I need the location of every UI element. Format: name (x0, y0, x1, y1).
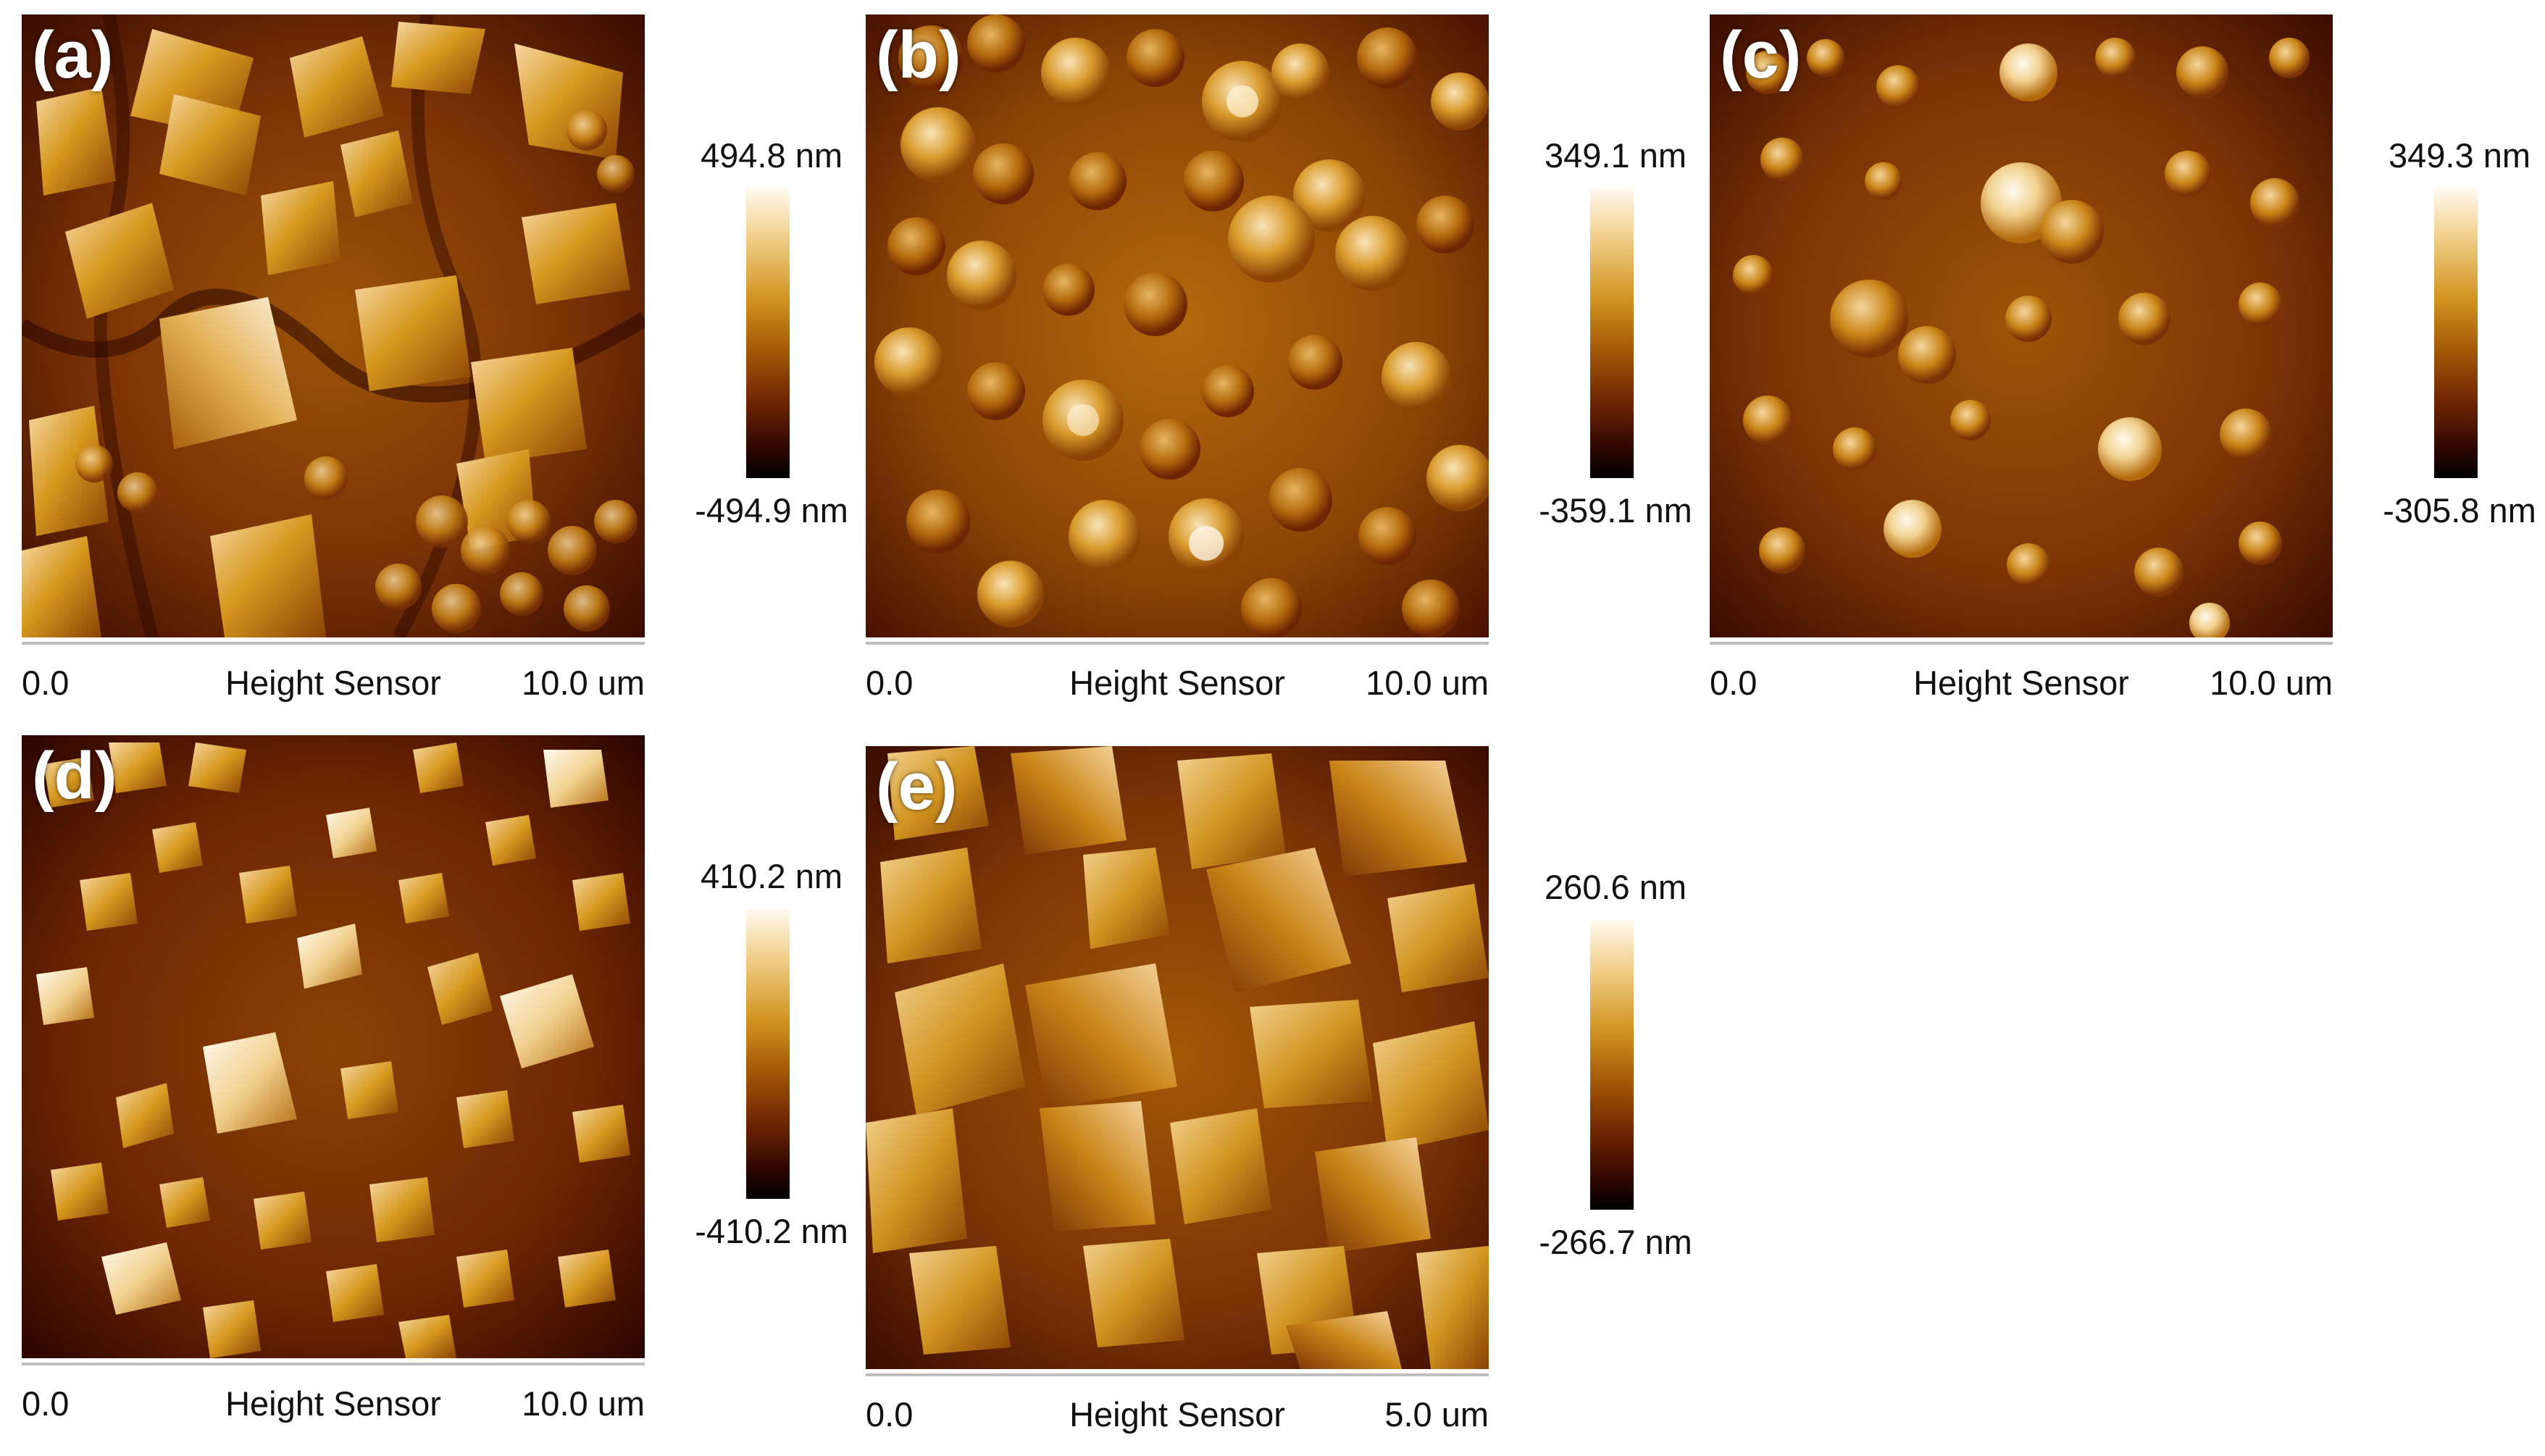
axis-end-label: 10.0 um (2210, 664, 2333, 702)
axis-end-label: 10.0 um (1366, 664, 1489, 702)
scan-axis-line (866, 642, 1489, 645)
afm-height-image-b (866, 14, 1489, 637)
axis-end-label: 10.0 um (522, 1384, 645, 1423)
axis-title: Height Sensor (225, 664, 441, 702)
height-colorbar (1590, 920, 1634, 1210)
afm-panel-c: (c) 0.0 Height Sensor 10.0 um 349.3 nm -… (1710, 14, 2545, 724)
colorbar-max-label: 349.3 nm (2389, 136, 2531, 175)
afm-surface-c (1710, 14, 2333, 637)
height-colorbar (2434, 188, 2478, 478)
scan-axis-labels: 0.0 Height Sensor 10.0 um (1710, 661, 2333, 705)
afm-surface-a (22, 14, 645, 637)
axis-title: Height Sensor (1069, 1395, 1285, 1434)
axis-start-label: 0.0 (866, 1395, 914, 1434)
axis-title: Height Sensor (1069, 664, 1285, 702)
colorbar-max-label: 260.6 nm (1545, 868, 1687, 906)
afm-panel-a: (a) 0.0 Height Sensor 10.0 um 494.8 nm -… (22, 14, 869, 724)
panel-label: (e) (876, 750, 958, 824)
afm-surface-e (866, 746, 1489, 1369)
afm-height-image-c (1710, 14, 2333, 637)
scan-axis-line (1710, 642, 2333, 645)
afm-panel-d: (d) 0.0 Height Sensor 10.0 um 410.2 nm -… (22, 735, 869, 1445)
axis-start-label: 0.0 (866, 664, 914, 702)
colorbar-min-label: -266.7 nm (1539, 1223, 1692, 1261)
colorbar-min-label: -359.1 nm (1539, 491, 1692, 530)
scan-axis-labels: 0.0 Height Sensor 10.0 um (22, 1382, 645, 1426)
colorbar-max-label: 494.8 nm (701, 136, 843, 175)
height-colorbar (746, 188, 790, 478)
afm-panel-e: (e) 0.0 Height Sensor 5.0 um 260.6 nm -2… (866, 746, 1713, 1456)
scan-axis-line (22, 642, 645, 645)
colorbar-min-label: -494.9 nm (695, 491, 848, 530)
panel-label: (a) (32, 18, 114, 92)
scan-axis-labels: 0.0 Height Sensor 10.0 um (866, 661, 1489, 705)
height-colorbar (746, 909, 790, 1199)
panel-label: (b) (876, 18, 961, 92)
axis-end-label: 5.0 um (1384, 1395, 1489, 1434)
afm-height-image-d (22, 735, 645, 1358)
colorbar-max-label: 410.2 nm (701, 857, 843, 895)
axis-start-label: 0.0 (1710, 664, 1758, 702)
axis-start-label: 0.0 (22, 1384, 70, 1423)
height-colorbar (1590, 188, 1634, 478)
colorbar-min-label: -305.8 nm (2383, 491, 2536, 530)
afm-panel-b: (b) 0.0 Height Sensor 10.0 um 349.1 nm -… (866, 14, 1713, 724)
afm-height-image-a (22, 14, 645, 637)
panel-label: (c) (1720, 18, 1802, 92)
axis-end-label: 10.0 um (522, 664, 645, 702)
afm-surface-d (22, 735, 645, 1358)
afm-height-image-e (866, 746, 1489, 1369)
scan-axis-line (866, 1373, 1489, 1376)
afm-surface-b (866, 14, 1489, 637)
scan-axis-labels: 0.0 Height Sensor 10.0 um (22, 661, 645, 705)
scan-axis-labels: 0.0 Height Sensor 5.0 um (866, 1393, 1489, 1436)
colorbar-max-label: 349.1 nm (1545, 136, 1687, 175)
axis-start-label: 0.0 (22, 664, 70, 702)
panel-label: (d) (32, 739, 117, 813)
axis-title: Height Sensor (1913, 664, 2129, 702)
scan-axis-line (22, 1363, 645, 1365)
colorbar-min-label: -410.2 nm (695, 1212, 848, 1250)
axis-title: Height Sensor (225, 1384, 441, 1423)
